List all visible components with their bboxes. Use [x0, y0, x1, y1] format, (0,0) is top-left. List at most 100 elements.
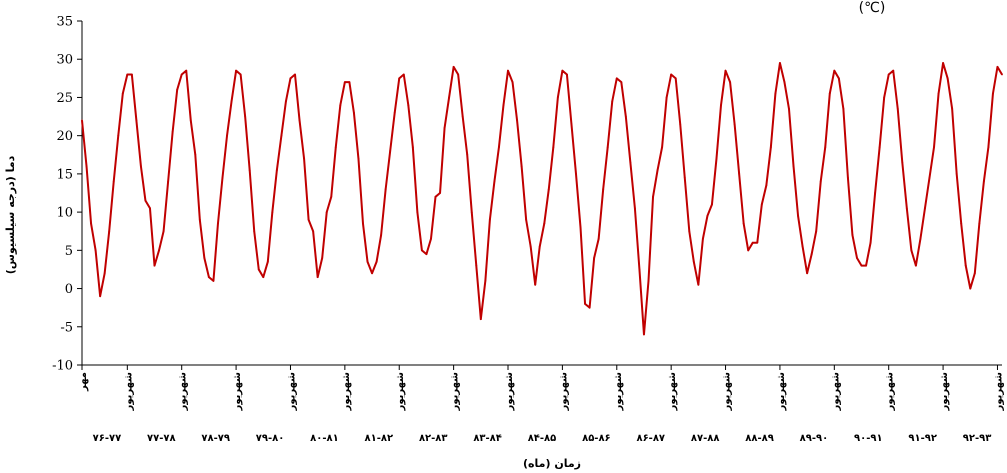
data-point	[285, 100, 287, 103]
data-point	[624, 115, 627, 118]
data-point	[656, 169, 659, 171]
y-tick-label: 5	[65, 244, 73, 259]
data-point	[960, 222, 963, 225]
x-category-label: ۸۹-۹۰	[800, 433, 829, 444]
x-month-label: شهریور	[504, 372, 515, 412]
data-point	[380, 234, 383, 236]
data-point	[407, 104, 410, 106]
data-point	[828, 92, 831, 95]
y-tick-label: 10	[56, 206, 73, 221]
x-category-label: ۸۷-۸۸	[691, 433, 720, 444]
y-tick-label: -5	[60, 320, 73, 335]
data-point	[738, 172, 741, 175]
data-point	[130, 73, 133, 76]
data-point	[153, 264, 156, 267]
data-point	[964, 264, 967, 267]
y-tick-label: 35	[56, 15, 73, 30]
data-point	[724, 69, 727, 72]
data-point	[180, 73, 183, 76]
data-point	[978, 222, 981, 225]
data-point	[430, 237, 432, 240]
data-point	[294, 73, 296, 76]
data-point	[235, 69, 237, 72]
data-point	[248, 169, 251, 171]
data-point	[343, 81, 346, 84]
data-point	[942, 62, 944, 64]
data-point	[212, 280, 215, 282]
data-point	[112, 180, 115, 183]
data-point	[670, 73, 673, 76]
data-point	[425, 253, 428, 256]
x-month-label: شهریور	[286, 372, 297, 412]
data-point	[185, 69, 188, 72]
x-month-label: شهریور	[722, 372, 733, 412]
data-point	[189, 119, 192, 122]
data-point	[262, 276, 265, 278]
data-point	[457, 73, 460, 76]
data-point	[171, 130, 174, 133]
data-point	[765, 184, 768, 187]
data-point	[149, 207, 151, 210]
data-point	[869, 241, 872, 244]
data-point	[620, 81, 623, 84]
x-month-label: شهریور	[776, 372, 787, 412]
x-month-label: شهریور	[885, 372, 896, 412]
data-point	[99, 295, 102, 298]
data-point	[747, 249, 750, 252]
x-category-label: ۸۴-۸۵	[528, 433, 557, 444]
data-point	[443, 127, 446, 129]
data-point	[475, 264, 478, 267]
data-point	[874, 192, 877, 194]
data-point	[534, 283, 537, 286]
data-point	[461, 115, 464, 118]
data-point	[271, 211, 274, 214]
data-point	[774, 92, 777, 95]
data-point	[652, 195, 654, 198]
data-point	[638, 268, 641, 271]
data-point	[176, 88, 179, 91]
data-point	[1001, 73, 1003, 76]
data-point	[788, 108, 790, 110]
data-point	[815, 230, 818, 233]
data-point	[892, 69, 895, 72]
data-point	[493, 180, 496, 183]
data-point	[996, 65, 999, 68]
x-month-label: شهریور	[830, 372, 841, 412]
x-month-label: شهریور	[558, 372, 569, 412]
data-point	[194, 153, 197, 156]
data-point	[198, 218, 201, 221]
data-point	[629, 161, 632, 164]
data-point	[421, 249, 423, 252]
data-point	[117, 134, 120, 137]
x-category-label: ۷۷-۷۸	[147, 433, 176, 444]
data-point	[298, 119, 301, 122]
data-point	[711, 203, 713, 206]
x-month-label: شهریور	[667, 372, 678, 412]
x-category-label: ۸۸-۸۹	[745, 433, 774, 444]
x-category-label: ۸۶-۸۷	[636, 433, 665, 444]
data-point	[167, 180, 170, 183]
data-point	[371, 272, 373, 275]
data-point	[597, 237, 600, 240]
data-point	[321, 257, 324, 259]
data-point	[280, 134, 283, 137]
data-point	[982, 180, 985, 183]
data-point	[751, 241, 754, 244]
data-point	[688, 230, 691, 233]
temperature-series-line	[81, 62, 1003, 336]
data-point	[720, 104, 722, 106]
data-point	[933, 146, 935, 149]
data-point	[905, 207, 908, 210]
data-point	[647, 280, 650, 282]
data-point	[334, 146, 337, 149]
data-point	[275, 169, 278, 171]
data-point	[81, 119, 83, 122]
y-tick-label: 25	[56, 91, 73, 106]
y-tick-label: 30	[56, 53, 73, 68]
data-point	[615, 77, 618, 80]
data-point	[806, 272, 809, 275]
data-point	[393, 111, 396, 114]
data-point	[706, 215, 709, 217]
data-point	[466, 153, 469, 156]
data-point	[525, 218, 528, 221]
